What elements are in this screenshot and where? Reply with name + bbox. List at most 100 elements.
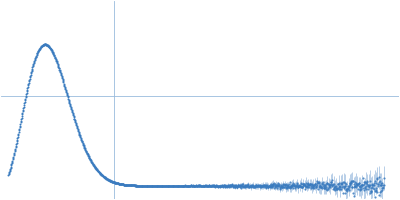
Point [206,185,213,188]
Point [14,137,21,140]
Point [267,186,274,189]
Point [62,85,68,88]
Point [172,184,179,187]
Point [187,184,193,187]
Point [15,133,21,137]
Point [228,183,235,187]
Point [72,121,79,124]
Point [38,45,44,48]
Point [110,180,116,183]
Point [92,165,98,169]
Point [87,158,93,161]
Point [88,161,95,164]
Point [182,184,188,187]
Point [168,184,174,188]
Point [256,185,262,188]
Point [371,187,377,190]
Point [80,144,87,147]
Point [247,184,254,187]
Point [199,184,205,187]
Point [218,184,224,187]
Point [150,184,157,187]
Point [64,93,70,96]
Point [62,86,68,89]
Point [214,184,220,187]
Point [337,185,344,188]
Point [198,184,205,187]
Point [66,101,73,104]
Point [60,81,67,84]
Point [250,183,256,186]
Point [206,185,213,188]
Point [46,45,52,48]
Point [312,182,318,185]
Point [332,186,338,189]
Point [344,188,350,191]
Point [257,184,263,187]
Point [95,170,102,173]
Point [267,184,273,188]
Point [221,184,227,187]
Point [240,185,246,188]
Point [318,186,324,189]
Point [121,183,128,186]
Point [222,184,228,188]
Point [13,144,19,147]
Point [56,66,62,69]
Point [252,185,258,188]
Point [375,184,381,187]
Point [205,184,212,187]
Point [340,180,347,183]
Point [84,152,90,155]
Point [22,96,29,99]
Point [280,185,287,189]
Point [47,47,54,50]
Point [302,184,309,188]
Point [44,43,50,47]
Point [186,184,192,187]
Point [319,184,326,187]
Point [260,185,267,188]
Point [215,185,221,188]
Point [166,184,173,187]
Point [326,184,332,187]
Point [258,184,265,188]
Point [263,183,269,187]
Point [24,88,30,91]
Point [77,136,84,139]
Point [254,185,261,188]
Point [149,184,155,187]
Point [43,43,50,46]
Point [119,183,125,186]
Point [296,184,302,187]
Point [226,184,232,187]
Point [78,137,84,140]
Point [255,184,261,187]
Point [217,185,223,188]
Point [159,184,165,187]
Point [10,154,17,157]
Point [134,184,140,187]
Point [332,184,338,187]
Point [102,176,109,180]
Point [58,73,64,76]
Point [325,187,331,190]
Point [276,186,283,189]
Point [151,184,158,187]
Point [376,181,382,184]
Point [70,115,77,118]
Point [377,181,384,184]
Point [328,182,334,185]
Point [55,64,61,67]
Point [156,184,162,187]
Point [359,183,365,186]
Point [174,184,180,188]
Point [313,185,319,188]
Point [58,75,65,78]
Point [48,49,55,52]
Point [341,185,347,189]
Point [40,43,47,46]
Point [274,183,281,186]
Point [33,55,39,58]
Point [214,185,220,188]
